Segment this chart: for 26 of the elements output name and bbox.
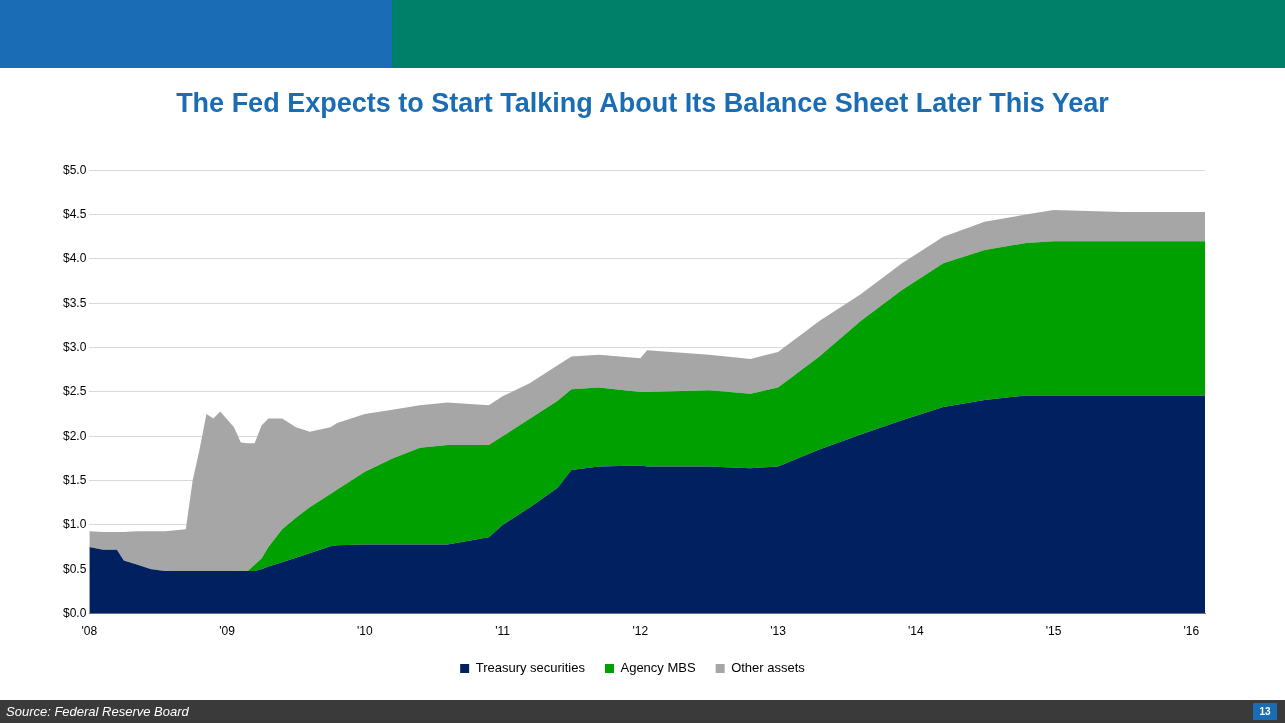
y-tick-label: $3.5: [63, 295, 87, 310]
y-tick-label: $5.0: [63, 162, 87, 177]
x-tick-label: '13: [770, 624, 787, 639]
chart-title: The Fed Expects to Start Talking About Its Balance Sheet Later This Year: [175, 88, 1110, 119]
source-note: Source: Federal Reserve Board: [6, 704, 189, 719]
y-tick-label: $2.0: [63, 428, 87, 443]
legend-label: Treasury securities: [475, 660, 586, 676]
x-tick-label: '09: [219, 624, 236, 639]
x-tick-label: '12: [632, 624, 649, 639]
y-tick-label: $0.5: [63, 561, 87, 576]
x-tick-label: '08: [81, 624, 98, 639]
x-tick-label: '16: [1183, 624, 1200, 639]
y-tick-label: $0.0: [63, 605, 87, 620]
x-tick-label: '15: [1045, 624, 1062, 639]
y-tick-label: $1.5: [63, 472, 87, 487]
y-tick-label: $4.5: [63, 206, 87, 221]
legend-label: Agency MBS: [620, 660, 696, 676]
text: 13: [1253, 703, 1277, 720]
x-tick-label: '10: [357, 624, 373, 639]
x-tick-label: '14: [907, 624, 924, 639]
legend-label: Other assets: [731, 660, 806, 676]
y-tick-label: $4.0: [63, 251, 87, 266]
y-tick-label: $2.5: [63, 384, 87, 399]
x-tick-label: '11: [495, 624, 511, 639]
y-tick-label: $1.0: [63, 517, 87, 532]
y-tick-label: $3.0: [63, 339, 87, 354]
